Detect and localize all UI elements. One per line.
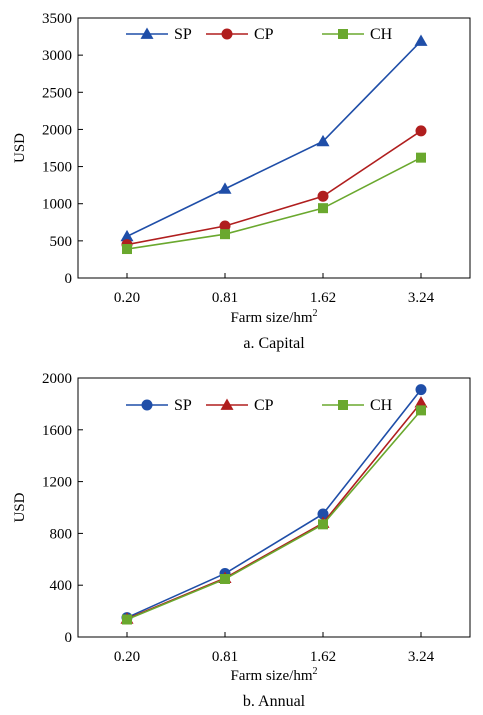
- chart-1-x-axis-title-main: Farm size/hm: [230, 668, 312, 684]
- chart-1-x-tick-label: 0.20: [114, 649, 140, 665]
- chart-0-series-sp-point: [316, 134, 330, 147]
- chart-0-x-tick-label: 1.62: [310, 290, 336, 306]
- chart-1-series-sp-point: [415, 384, 427, 396]
- chart-0-legend-marker-ch: [338, 29, 348, 39]
- chart-1-caption: b. Annual: [243, 693, 306, 710]
- chart-1-series-ch-point: [220, 573, 230, 584]
- chart-0-series-ch-point: [318, 203, 328, 214]
- chart-0-y-tick-label: 2000: [42, 122, 72, 138]
- chart-0-legend-marker-sp: [140, 27, 154, 39]
- chart-1-plot-frame: [77, 377, 471, 638]
- chart-1-x-tick-label: 1.62: [310, 649, 336, 665]
- chart-0-x-tick-label: 0.20: [114, 290, 140, 306]
- chart-0-legend-label-sp: SP: [174, 26, 192, 43]
- chart-1-x-tick-label: 3.24: [408, 649, 435, 665]
- chart-0-series-ch-point: [416, 152, 426, 163]
- chart-0-series-ch-line: [126, 156, 422, 250]
- chart-1-series-ch-point: [416, 405, 426, 416]
- chart-0-series-sp-point: [414, 34, 428, 46]
- chart-0-series-cp-point: [415, 125, 427, 137]
- chart-0-x-axis-title-sup: 2: [313, 308, 318, 319]
- chart-0-x-axis-title: Farm size/hm2: [230, 308, 317, 326]
- chart-1-series-cp-point: [414, 396, 428, 408]
- chart-1-series-sp-line: [126, 389, 422, 619]
- annual-chart: 0 400 800 1200 1600 2000 0.20 0.81 1.62 3.24 USD Fa…: [12, 371, 471, 710]
- chart-1-y-axis-title: USD: [12, 492, 28, 522]
- chart-0-series-sp-point: [120, 229, 134, 242]
- chart-0-x-tick-label: 3.24: [408, 290, 435, 306]
- chart-0-x-axis-title-main: Farm size/hm: [230, 310, 312, 326]
- chart-1-x-tick-label: 0.81: [212, 649, 238, 665]
- chart-0-legend-label-ch: CH: [370, 26, 393, 43]
- chart-0-series-ch-point: [122, 244, 132, 255]
- chart-1-legend-label-sp: SP: [174, 397, 192, 414]
- chart-0-x-tick-label: 0.81: [212, 290, 238, 306]
- chart-1-series-sp-point: [317, 508, 329, 520]
- capital-chart: 0 500 1000 1500 2000 2500 3000 3500 0.20 0.81 1.62…: [12, 11, 471, 352]
- chart-1-legend-marker-cp: [220, 398, 234, 410]
- chart-1-y-tick-label: 400: [50, 578, 73, 594]
- chart-1-y-tick-label: 1600: [42, 423, 72, 439]
- chart-1-series-ch-point: [318, 519, 328, 530]
- chart-1-y-tick-label: 2000: [42, 371, 72, 387]
- chart-0-series-cp-point: [219, 220, 231, 232]
- chart-0-y-tick-label: 3500: [42, 11, 72, 27]
- chart-1-series-ch-point: [122, 614, 132, 625]
- chart-1-series-ch-line: [126, 409, 422, 621]
- chart-1-legend-marker-sp: [141, 399, 153, 411]
- chart-0-caption: a. Capital: [243, 335, 305, 352]
- chart-1-legend-label-ch: CH: [370, 397, 393, 414]
- chart-0-legend-marker-cp: [221, 28, 233, 40]
- chart-1-x-axis-title-sup: 2: [313, 666, 318, 677]
- chart-0-plot-frame: [77, 17, 471, 279]
- chart-0-y-axis-title: USD: [12, 133, 28, 163]
- chart-0-series-sp-line: [126, 40, 422, 238]
- chart-0-y-tick-label: 1500: [42, 160, 72, 176]
- chart-1-x-axis-title: Farm size/hm2: [230, 666, 317, 684]
- chart-0-y-tick-label: 2500: [42, 85, 72, 101]
- chart-0-y-tick-label: 500: [50, 234, 73, 250]
- chart-1-y-tick-label: 0: [65, 630, 73, 646]
- chart-0-series-sp-point: [218, 182, 232, 194]
- chart-0-series-cp-line: [126, 130, 422, 246]
- chart-1-legend-label-cp: CP: [254, 397, 274, 414]
- chart-1-y-tick-label: 1200: [42, 475, 72, 491]
- chart-0-y-tick-label: 1000: [42, 197, 72, 213]
- chart-0-series-ch-point: [220, 229, 230, 240]
- chart-1-series-cp-line: [126, 402, 422, 620]
- chart-1-legend-marker-ch: [338, 400, 348, 410]
- chart-1-y-tick-label: 800: [50, 526, 73, 542]
- chart-0-y-tick-label: 3000: [42, 48, 72, 64]
- chart-0-series-cp-point: [317, 190, 329, 202]
- chart-0-y-tick-label: 0: [65, 271, 73, 287]
- chart-0-legend-label-cp: CP: [254, 26, 274, 43]
